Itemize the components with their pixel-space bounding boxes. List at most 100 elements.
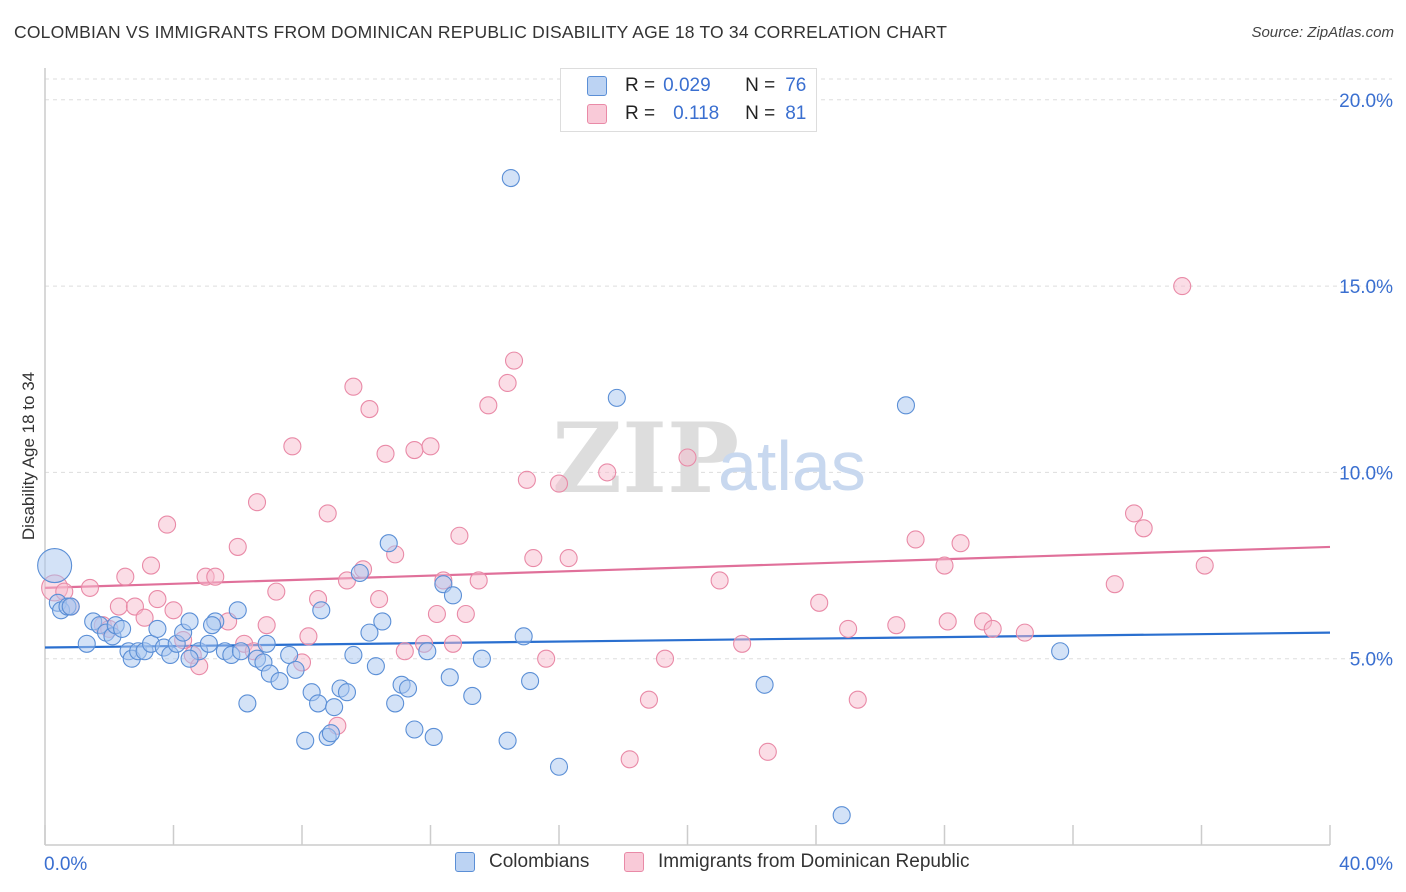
point-dominican: [267, 582, 286, 601]
point-dominican: [141, 556, 161, 575]
point-colombian: [199, 634, 218, 653]
point-dominican: [427, 604, 446, 624]
watermark-zip: ZIP: [552, 402, 739, 515]
point-colombian: [77, 634, 96, 653]
point-dominican: [517, 470, 536, 489]
point-colombian: [231, 642, 251, 661]
point-dominican: [257, 616, 276, 635]
point-dominican: [395, 642, 414, 661]
watermark-atlas: atlas: [718, 427, 866, 505]
chart-title: COLOMBIAN VS IMMIGRANTS FROM DOMINICAN R…: [14, 22, 948, 42]
legend-label-colombians: Colombians: [489, 851, 590, 872]
point-dominican: [639, 690, 659, 709]
point-dominican: [1105, 575, 1124, 594]
point-dominican: [318, 504, 337, 523]
point-colombian: [180, 649, 199, 668]
point-colombian: [366, 657, 385, 676]
source-label: Source: ZipAtlas.com: [1251, 24, 1394, 41]
legend-swatch-blue: [587, 76, 607, 96]
point-dominican: [839, 619, 858, 638]
legend-r-value: 0.029: [663, 75, 711, 96]
legend-n-value: 76: [785, 75, 807, 96]
point-dominican: [80, 578, 100, 597]
point-dominican: [450, 526, 469, 545]
point-dominican: [360, 400, 379, 419]
point-dominican: [620, 750, 639, 769]
point-colombian: [373, 612, 392, 631]
point-dominican: [109, 597, 128, 616]
point-dominican: [655, 649, 675, 668]
point-colombian: [405, 720, 424, 739]
point-dominican: [1124, 504, 1144, 523]
x-tick-label: 40.0%: [1339, 854, 1393, 875]
point-colombian: [418, 642, 437, 661]
point-dominican: [1173, 277, 1192, 296]
point-dominican: [370, 590, 389, 609]
legend-swatch-pink: [587, 104, 607, 124]
legend-label-dominican: Immigrants from Dominican Republic: [658, 851, 970, 872]
point-colombian: [280, 645, 299, 665]
point-colombian: [286, 660, 305, 679]
point-dominican: [206, 567, 225, 586]
y-tick-label: 10.0%: [1339, 463, 1393, 484]
point-colombian: [386, 694, 405, 713]
point-colombian: [443, 586, 463, 605]
watermark: ZIP atlas: [552, 402, 866, 515]
trend-lines: [44, 545, 1331, 649]
point-colombian: [755, 675, 774, 694]
point-colombian: [203, 616, 222, 635]
y-tick-label: 20.0%: [1339, 91, 1393, 112]
point-colombian: [463, 686, 482, 706]
legend-row-colombians: R = 0.029 N = 76: [587, 73, 806, 99]
point-colombian: [360, 623, 379, 642]
point-colombian: [1051, 642, 1070, 661]
point-dominican: [951, 534, 970, 553]
series-legend: Colombians Immigrants from Dominican Rep…: [0, 851, 1406, 877]
point-colombian: [521, 672, 540, 691]
legend-n-label: N =: [745, 103, 776, 124]
point-dominican: [1134, 519, 1153, 538]
point-colombian: [37, 548, 73, 584]
legend-swatch-blue: [455, 852, 475, 872]
point-dominican: [247, 493, 267, 512]
point-dominican: [405, 440, 424, 460]
point-dominican: [443, 634, 463, 653]
point-dominican: [983, 619, 1002, 638]
legend-r-label: R =: [625, 103, 656, 124]
point-colombian: [296, 731, 315, 750]
legend-swatch-pink: [624, 852, 644, 872]
point-dominican: [1195, 556, 1214, 575]
point-dominican: [164, 601, 183, 620]
point-colombian: [498, 731, 517, 750]
point-colombian: [424, 727, 443, 746]
point-dominican: [810, 593, 829, 612]
point-dominican: [906, 530, 925, 549]
series-colombian-points: [37, 169, 1070, 825]
point-colombian: [325, 698, 344, 717]
point-dominican: [469, 571, 488, 590]
point-colombian: [321, 724, 340, 743]
point-dominican: [935, 556, 954, 575]
point-dominican: [758, 742, 777, 761]
x-tick-label: 0.0%: [44, 854, 87, 875]
point-dominican: [733, 634, 752, 653]
point-dominican: [559, 549, 578, 568]
legend-item-dominican: Immigrants from Dominican Republic: [624, 851, 970, 873]
point-dominican: [598, 463, 617, 482]
point-dominican: [524, 549, 543, 568]
point-dominican: [148, 590, 167, 609]
point-colombian: [549, 757, 569, 776]
axes: [44, 68, 1331, 846]
point-dominican: [1015, 623, 1034, 642]
point-colombian: [472, 649, 491, 668]
point-dominican: [283, 437, 302, 456]
point-dominican: [678, 448, 697, 467]
point-dominican: [116, 567, 135, 586]
y-axis-label: Disability Age 18 to 34: [19, 372, 38, 540]
point-dominican: [421, 437, 440, 456]
point-colombian: [379, 534, 398, 553]
point-colombian: [148, 619, 167, 638]
point-colombian: [257, 634, 276, 653]
point-colombian: [61, 597, 80, 616]
